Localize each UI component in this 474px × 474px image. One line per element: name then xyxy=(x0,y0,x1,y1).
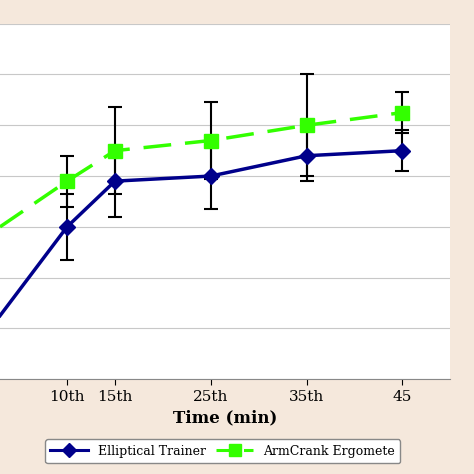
X-axis label: Time (min): Time (min) xyxy=(173,409,277,426)
Legend: Elliptical Trainer, ArmCrank Ergomete: Elliptical Trainer, ArmCrank Ergomete xyxy=(46,439,400,463)
